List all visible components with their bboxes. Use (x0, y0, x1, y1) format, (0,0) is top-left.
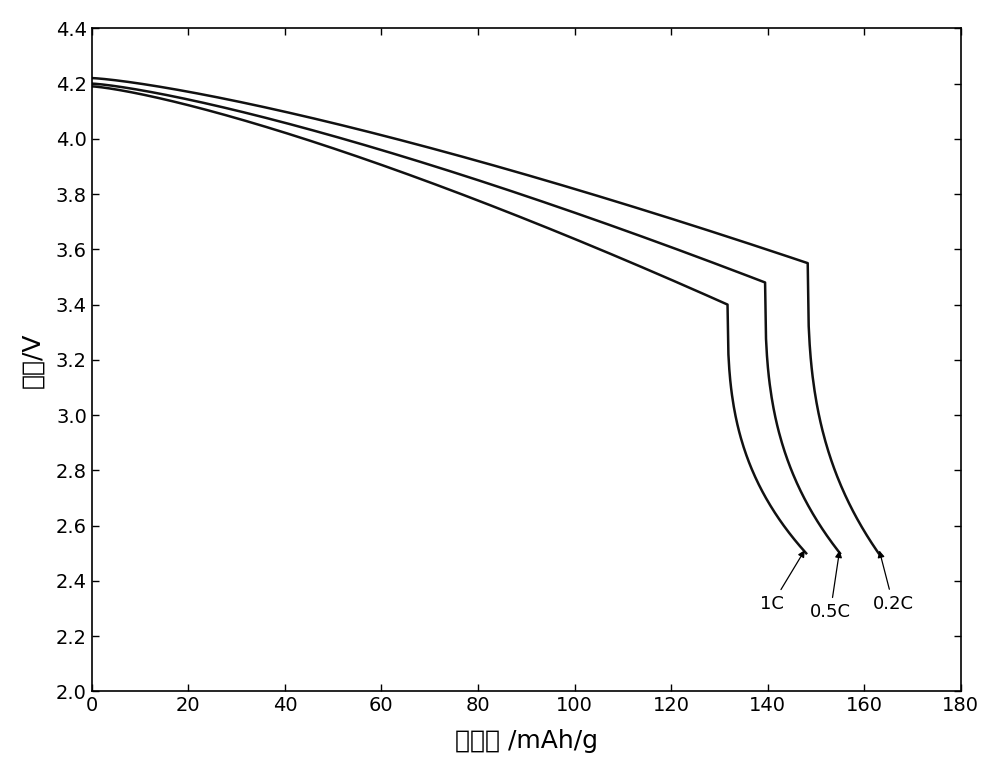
Text: 0.2C: 0.2C (873, 552, 914, 613)
Y-axis label: 电压/V: 电压/V (21, 332, 45, 388)
X-axis label: 比容量 /mAh/g: 比容量 /mAh/g (455, 729, 598, 753)
Text: 1C: 1C (760, 551, 804, 613)
Text: 0.5C: 0.5C (810, 552, 851, 621)
